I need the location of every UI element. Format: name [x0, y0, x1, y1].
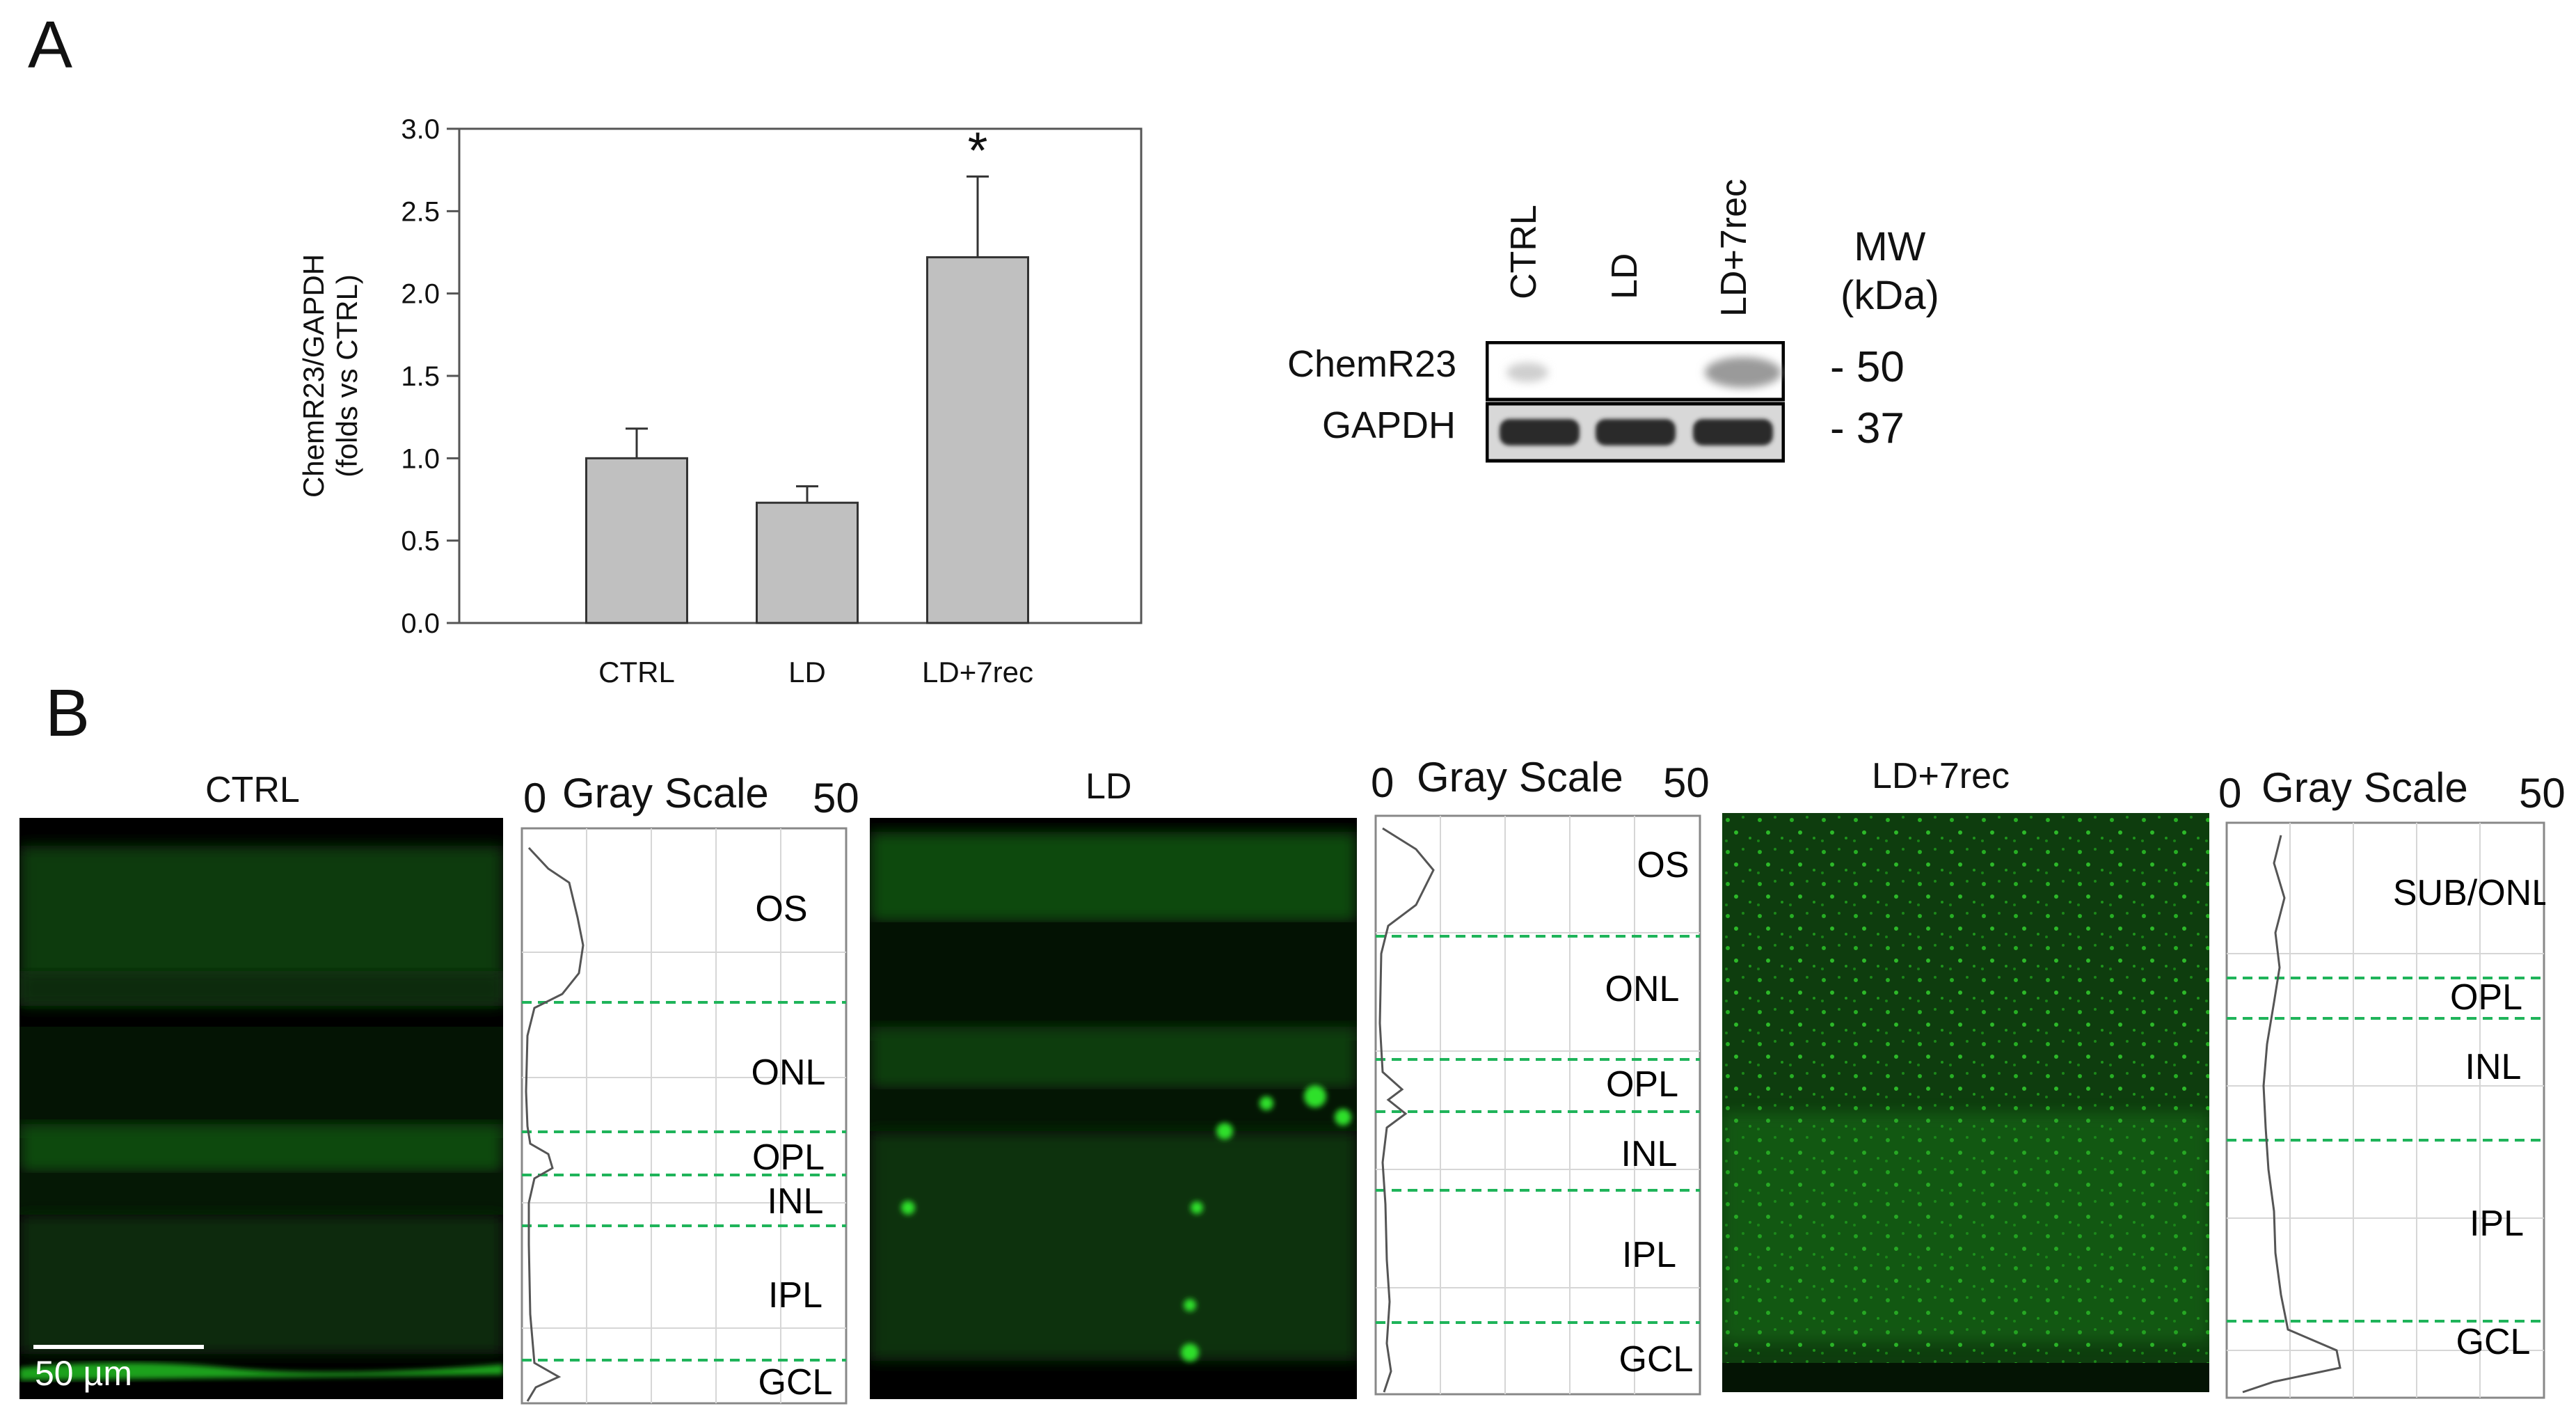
- panel-label-b: B: [45, 676, 90, 750]
- micrograph-title-ld: LD: [1086, 766, 1132, 807]
- bar-ld7rec: [926, 256, 1029, 624]
- layer-label-inl: INL: [768, 1181, 824, 1222]
- y-tick-label: 1.5: [401, 361, 440, 392]
- profile-scale-title-ctrl: Gray Scale: [562, 770, 769, 816]
- y-tick-label: 0.5: [401, 526, 440, 557]
- y-tick-label: 2.5: [401, 196, 440, 227]
- profile-scale-min-ld7rec: 0: [2218, 770, 2242, 816]
- gapdh-band-ctrl: [1500, 419, 1580, 445]
- y-tick-label: 1.0: [401, 443, 440, 474]
- layer-label-opl: OPL: [2450, 977, 2522, 1018]
- gapdh-band-ld7rec: [1693, 419, 1773, 445]
- chemr23-band-ld7rec: [1705, 357, 1781, 388]
- x-tick-label: CTRL: [598, 656, 675, 688]
- layer-label-ipl: IPL: [768, 1275, 822, 1316]
- blot-lane-label-ctrl: CTRL: [1504, 205, 1544, 299]
- profile-scale-max-ld: 50: [1663, 759, 1710, 806]
- layer-label-ipl: IPL: [1622, 1235, 1676, 1275]
- mw-mark-50: - 50: [1830, 343, 1905, 391]
- profile-scale-min-ctrl: 0: [523, 775, 547, 821]
- layer-label-inl: INL: [1621, 1134, 1678, 1174]
- profile-scale-title-ld: Gray Scale: [1417, 754, 1623, 800]
- blot-lane-label-ld: LD: [1605, 253, 1645, 299]
- bar-chart: 0.0 0.5 1.0 1.5 2.0 2.5 3.0 ChemR23/GAPDH (folds…: [297, 114, 1143, 688]
- layer-label-gcl: GCL: [758, 1362, 833, 1403]
- y-tick-label: 3.0: [401, 114, 440, 145]
- panel-label-a: A: [28, 8, 73, 82]
- micrograph-title-ctrl: CTRL: [205, 770, 300, 810]
- blot-bands: [1486, 341, 1785, 463]
- profile-scale-min-ld: 0: [1371, 759, 1394, 806]
- chemr23-band-ctrl: [1506, 363, 1548, 382]
- layer-label-inl: INL: [2465, 1047, 2522, 1087]
- y-axis-label: ChemR23/GAPDH: [297, 254, 330, 498]
- micrograph-ld7rec: [1722, 813, 2209, 1392]
- layer-label-sub-onl: SUB/ONL: [2393, 873, 2545, 913]
- gray-profile-ctrl: OS ONL OPL INL IPL GCL: [520, 827, 848, 1405]
- western-blot: CTRL LD LD+7rec MW (kDa) ChemR23 GAPDH -…: [1253, 160, 1983, 473]
- gapdh-band-ld: [1596, 419, 1676, 445]
- scalebar-label: 50 µm: [35, 1354, 132, 1393]
- profile-scale-max-ctrl: 50: [813, 775, 859, 821]
- bar-ld: [756, 501, 859, 624]
- layer-label-ipl: IPL: [2470, 1204, 2524, 1244]
- layer-label-onl: ONL: [752, 1052, 826, 1093]
- profile-scale-title-ld7rec: Gray Scale: [2261, 764, 2468, 811]
- layer-label-os: OS: [755, 889, 807, 929]
- blot-row-label-gapdh: GAPDH: [1322, 404, 1456, 446]
- blot-lane-label-ld7rec: LD+7rec: [1714, 179, 1754, 317]
- micrograph-ld: [870, 818, 1357, 1399]
- gray-profile-ld7rec: SUB/ONL OPL INL IPL GCL: [2225, 821, 2545, 1399]
- mw-mark-37: - 37: [1830, 404, 1905, 452]
- blot-row-label-chemr23: ChemR23: [1287, 343, 1457, 385]
- profile-scale-max-ld7rec: 50: [2519, 770, 2566, 816]
- layer-label-gcl: GCL: [1619, 1339, 1694, 1380]
- x-tick-label: LD+7rec: [922, 656, 1033, 688]
- layer-label-onl: ONL: [1605, 969, 1680, 1009]
- micrograph-title-ld7rec: LD+7rec: [1872, 756, 2010, 796]
- micrograph-ctrl: 50 µm: [19, 818, 503, 1399]
- gray-profile-ld: OS ONL OPL INL IPL GCL: [1374, 814, 1701, 1396]
- y-tick-label: 0.0: [401, 608, 440, 639]
- mw-title: MW (kDa): [1840, 224, 1939, 318]
- significance-marker: *: [968, 122, 988, 180]
- bar-ctrl: [585, 457, 688, 624]
- layer-label-opl: OPL: [752, 1137, 825, 1178]
- layer-label-opl: OPL: [1606, 1064, 1678, 1105]
- x-tick-label: LD: [788, 656, 826, 688]
- layer-label-os: OS: [1637, 845, 1689, 885]
- layer-label-gcl: GCL: [2456, 1322, 2531, 1362]
- y-axis-label-line2: (folds vs CTRL): [331, 274, 363, 478]
- y-tick-label: 2.0: [401, 279, 440, 310]
